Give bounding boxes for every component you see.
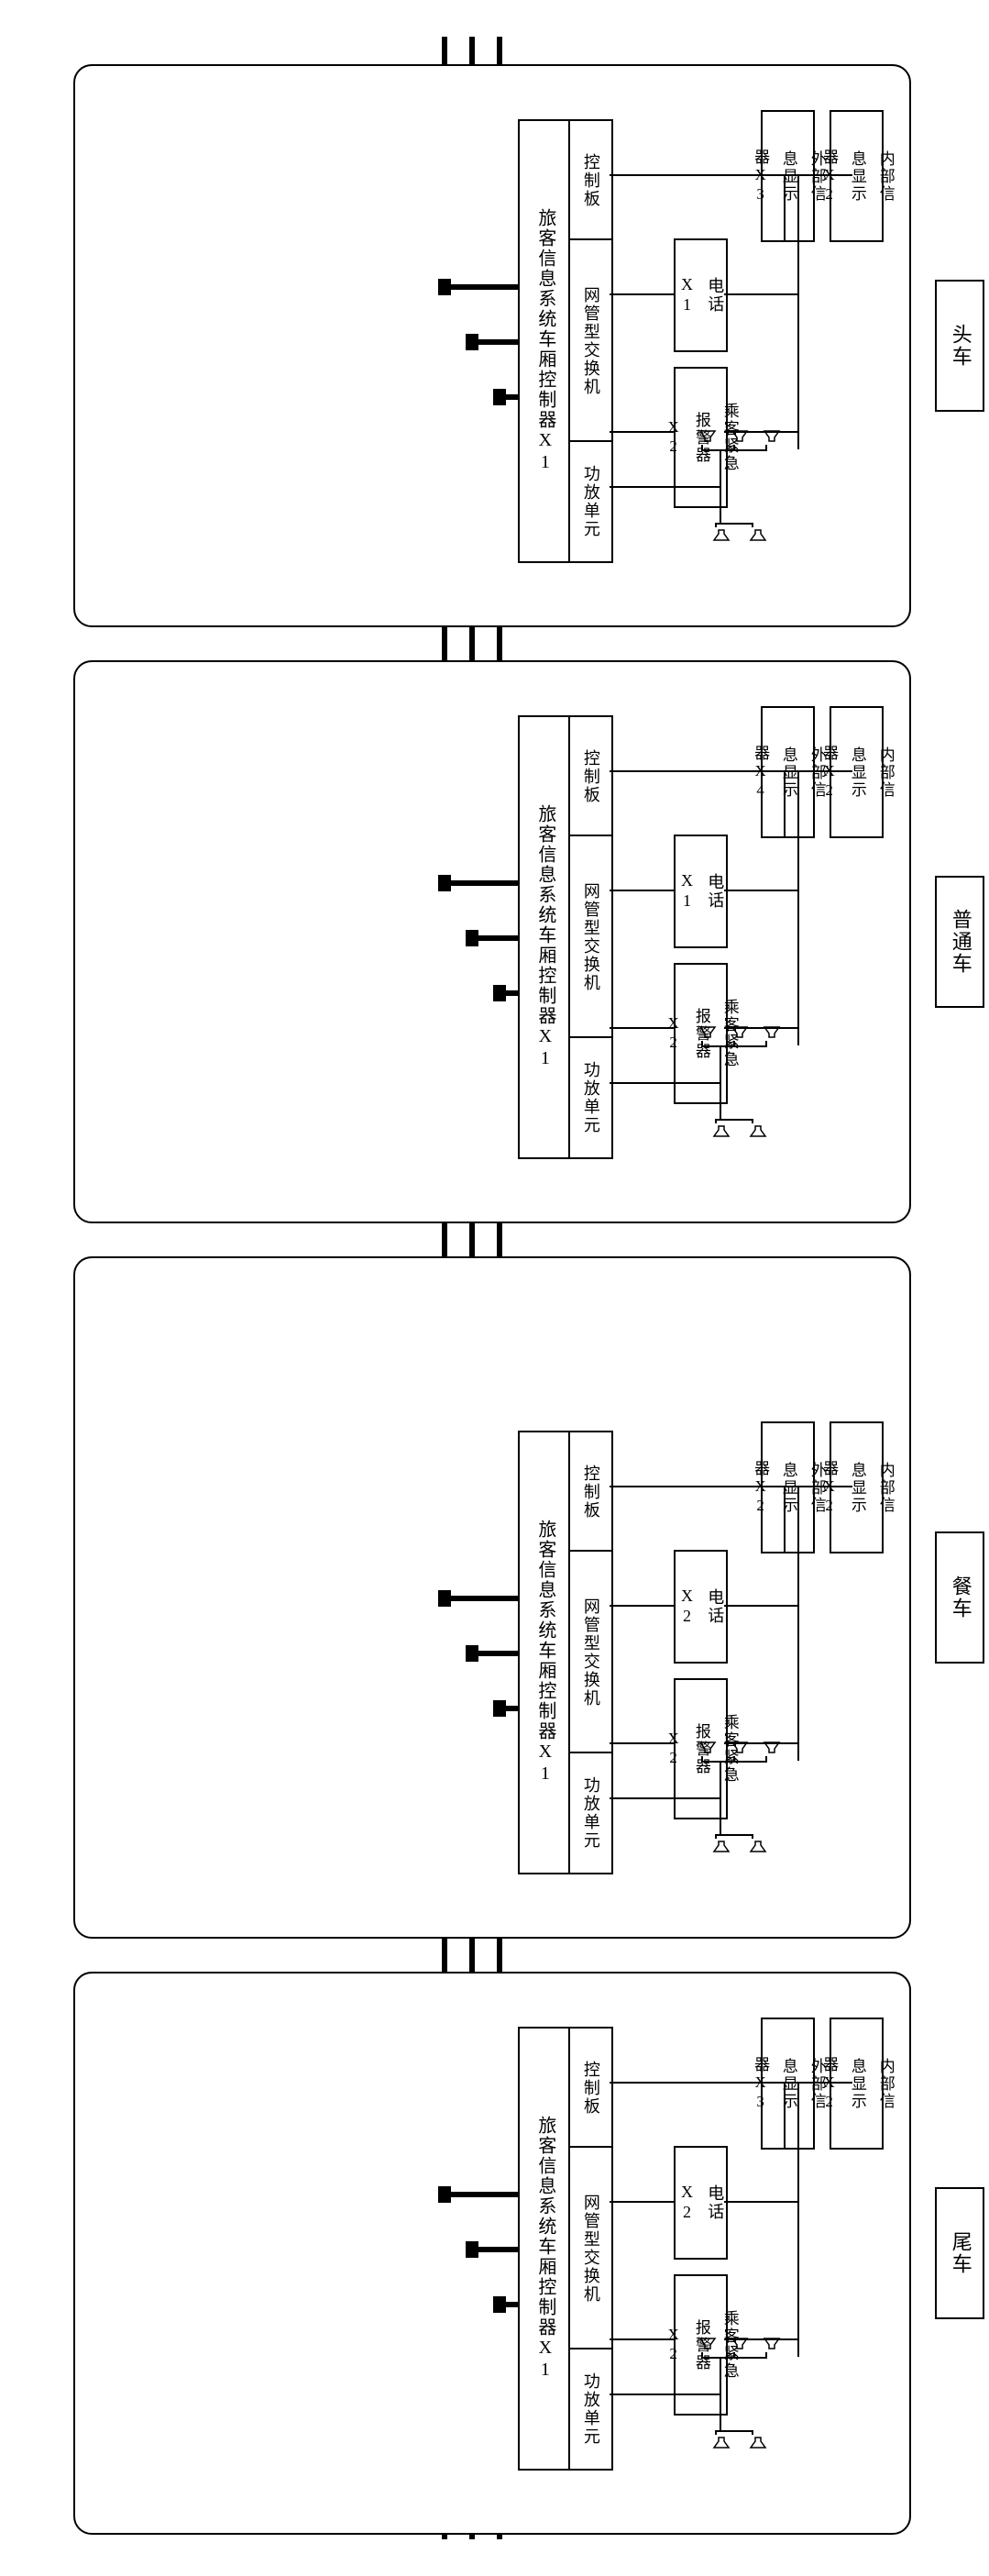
speaker-icon — [710, 1123, 732, 1145]
amp-diner: 功放单元 — [568, 1752, 613, 1874]
phone-normal: 电话X1 — [674, 835, 728, 948]
speaker-icon — [761, 1018, 783, 1040]
car-controller-tail: 旅客信息系统车厢控制器X1 — [518, 2027, 572, 2471]
amp-normal: 功放单元 — [568, 1036, 613, 1159]
switch-normal: 网管型交换机 — [568, 835, 613, 1040]
ext-display-diner: 外部信息显示器X2 — [761, 1421, 815, 1553]
int-display-head: 内部信息显示器X2 — [830, 110, 884, 242]
speaker-icon — [710, 1839, 732, 1861]
car-label-head: 头车 — [935, 280, 984, 412]
ext-display-tail: 外部信息显示器X3 — [761, 2018, 815, 2150]
int-display-diner: 内部信息显示器X2 — [830, 1421, 884, 1553]
speaker-icon — [747, 1123, 769, 1145]
car-label-normal: 普通车 — [935, 876, 984, 1008]
speaker-icon — [747, 2435, 769, 2457]
speaker-icon — [729, 1733, 751, 1755]
ext-display-head: 外部信息显示器X3 — [761, 110, 815, 242]
phone-diner: 电话X2 — [674, 1550, 728, 1664]
ctrl-board-tail: 控制板 — [568, 2027, 613, 2150]
switch-diner: 网管型交换机 — [568, 1550, 613, 1755]
ctrl-board-diner: 控制板 — [568, 1431, 613, 1553]
car-label-diner: 餐车 — [935, 1531, 984, 1664]
car-label-tail: 尾车 — [935, 2187, 984, 2319]
speaker-icon — [729, 422, 751, 444]
speaker-icon — [761, 1733, 783, 1755]
ctrl-board-normal: 控制板 — [568, 715, 613, 838]
speaker-icon — [747, 527, 769, 549]
speaker-icon — [697, 422, 719, 444]
speaker-icon — [729, 1018, 751, 1040]
amp-head: 功放单元 — [568, 440, 613, 563]
int-display-tail: 内部信息显示器X2 — [830, 2018, 884, 2150]
switch-tail: 网管型交换机 — [568, 2146, 613, 2351]
ctrl-board-head: 控制板 — [568, 119, 613, 242]
speaker-icon — [697, 1733, 719, 1755]
speaker-icon — [729, 2329, 751, 2351]
amp-tail: 功放单元 — [568, 2348, 613, 2471]
speaker-icon — [710, 2435, 732, 2457]
int-display-normal: 内部信息显示器X2 — [830, 706, 884, 838]
switch-head: 网管型交换机 — [568, 238, 613, 444]
speaker-icon — [761, 422, 783, 444]
ext-display-normal: 外部信息显示器X4 — [761, 706, 815, 838]
speaker-icon — [697, 2329, 719, 2351]
speaker-icon — [761, 2329, 783, 2351]
speaker-icon — [747, 1839, 769, 1861]
car-controller-head: 旅客信息系统车厢控制器X1 — [518, 119, 572, 563]
car-controller-diner: 旅客信息系统车厢控制器X1 — [518, 1431, 572, 1874]
speaker-icon — [697, 1018, 719, 1040]
car-controller-normal: 旅客信息系统车厢控制器X1 — [518, 715, 572, 1159]
phone-tail: 电话X2 — [674, 2146, 728, 2260]
speaker-icon — [710, 527, 732, 549]
phone-head: 电话X1 — [674, 238, 728, 352]
